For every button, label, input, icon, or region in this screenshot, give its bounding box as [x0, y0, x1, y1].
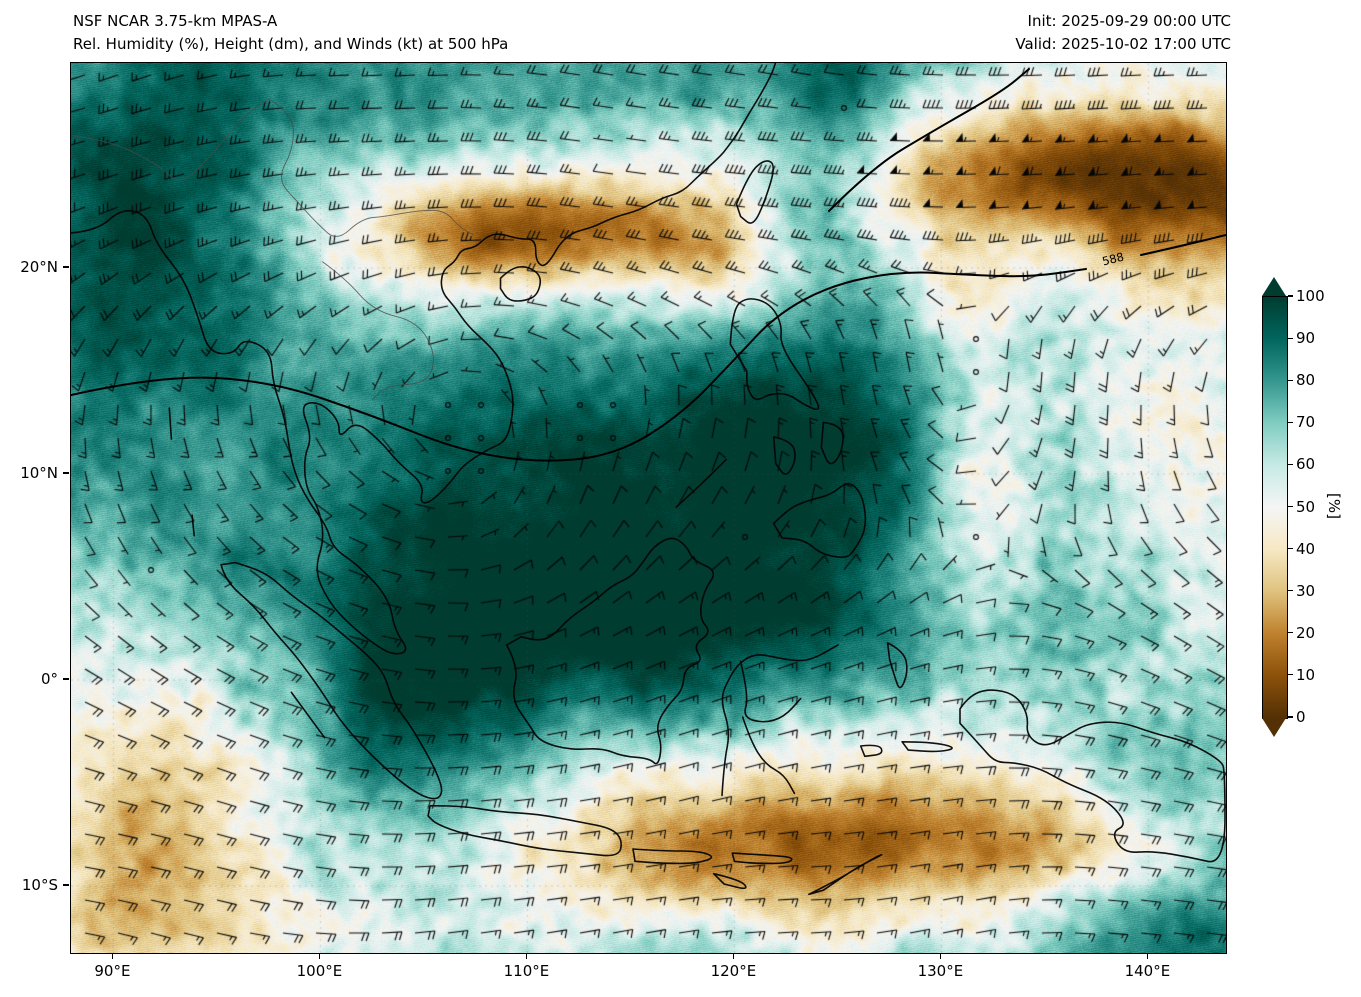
x-tick-mark — [1146, 953, 1148, 959]
y-tick-mark — [63, 884, 69, 886]
y-tick-mark — [63, 678, 69, 680]
colorbar-tick-label: 70 — [1296, 413, 1316, 432]
coastline-island — [220, 561, 443, 800]
coastline-island — [168, 407, 173, 440]
x-tick-mark — [525, 953, 527, 959]
colorbar-tick-label: 60 — [1296, 455, 1316, 474]
coastline-island — [820, 421, 844, 465]
colorbar-tick-mark — [1287, 295, 1293, 297]
x-tick-label: 130°E — [917, 962, 964, 980]
coastline-island — [290, 691, 326, 739]
x-tick-mark — [111, 953, 114, 959]
coastline-contour-overlay — [71, 63, 1226, 896]
coastline-island — [772, 483, 867, 558]
map-plot-area: 588 — [70, 62, 1227, 954]
x-tick-label: 100°E — [296, 962, 343, 980]
colorbar-tick-label: 90 — [1296, 329, 1316, 348]
coastline-island — [886, 642, 908, 689]
coastline-island — [959, 689, 1226, 863]
country-border — [322, 261, 434, 401]
colorbar-tick-mark — [1287, 632, 1293, 634]
country-border — [73, 98, 270, 181]
x-tick-label: 120°E — [710, 962, 757, 980]
colorbar-tick-mark — [1287, 505, 1293, 508]
coastline-island — [505, 537, 715, 765]
coastline-island — [675, 458, 727, 508]
y-tick-label: 10°S — [21, 876, 58, 895]
coastline-island — [859, 744, 883, 758]
colorbar-tick-mark — [1287, 716, 1293, 718]
colorbar-extend-max — [1262, 277, 1286, 296]
coastline-island — [731, 852, 793, 865]
coastline-island — [901, 741, 953, 753]
x-tick-label: 90°E — [94, 962, 131, 980]
y-tick-label: 10°N — [20, 464, 58, 482]
colorbar-tick-label: 10 — [1296, 665, 1316, 684]
figure-title: NSF NCAR 3.75-km MPAS-A — [73, 12, 278, 30]
colorbar-tick-mark — [1287, 421, 1293, 423]
x-tick-mark — [318, 953, 320, 959]
figure-header-right: Init: 2025-09-29 00:00 UTC Valid: 2025-1… — [1015, 10, 1231, 56]
coastline-island — [499, 266, 542, 302]
colorbar-tick-label: 0 — [1296, 708, 1306, 726]
colorbar-tick-mark — [1287, 379, 1293, 381]
colorbar-tick-mark — [1287, 463, 1293, 465]
colorbar-tick-mark — [1287, 548, 1293, 550]
y-tick-label: 0° — [40, 670, 58, 689]
coastline-island — [427, 804, 622, 857]
colorbar-tick-mark — [1287, 590, 1293, 592]
coastline-island — [735, 160, 774, 224]
coastline-island — [191, 514, 195, 537]
colorbar-tick-label: 40 — [1296, 539, 1316, 558]
figure-subtitle: Rel. Humidity (%), Height (dm), and Wind… — [73, 35, 509, 53]
coastline-island — [721, 644, 839, 797]
colorbar-gradient — [1262, 296, 1288, 719]
y-tick-mark — [63, 266, 69, 268]
height-contour-588 — [1140, 234, 1226, 256]
coastline-mainland-asia — [71, 63, 777, 655]
colorbar-extend-min — [1262, 718, 1286, 737]
valid-time: Valid: 2025-10-02 17:00 UTC — [1015, 35, 1231, 53]
coastline-island — [808, 853, 883, 896]
y-tick-mark — [63, 472, 69, 474]
colorbar-tick-label: 20 — [1296, 623, 1316, 642]
init-time: Init: 2025-09-29 00:00 UTC — [1027, 12, 1231, 30]
x-tick-mark — [939, 953, 941, 959]
colorbar-tick-mark — [1287, 674, 1293, 676]
coastline-island — [632, 848, 713, 865]
colorbar-tick-label: 30 — [1296, 581, 1316, 600]
height-contour — [828, 68, 1030, 212]
coastline-island — [712, 872, 747, 890]
x-tick-label: 110°E — [503, 962, 550, 980]
figure-header-left: NSF NCAR 3.75-km MPAS-A Rel. Humidity (%… — [73, 10, 508, 56]
coastline-island — [739, 660, 802, 723]
y-tick-label: 20°N — [20, 257, 58, 276]
x-tick-mark — [732, 953, 734, 959]
colorbar-tick-mark — [1287, 337, 1293, 339]
colorbar-tick-label: 80 — [1296, 371, 1316, 390]
x-tick-label: 140°E — [1124, 962, 1171, 980]
country-border — [268, 98, 475, 237]
colorbar-tick-label: 100 — [1296, 287, 1325, 305]
coastline-island — [741, 716, 796, 795]
coastline-island — [772, 436, 796, 475]
coastline-island — [729, 298, 820, 411]
height-contour-588 — [71, 268, 1087, 462]
colorbar-unit-label: [%] — [1325, 493, 1343, 519]
colorbar-tick-label: 50 — [1296, 497, 1316, 516]
humidity-wind-canvas — [71, 63, 1226, 953]
